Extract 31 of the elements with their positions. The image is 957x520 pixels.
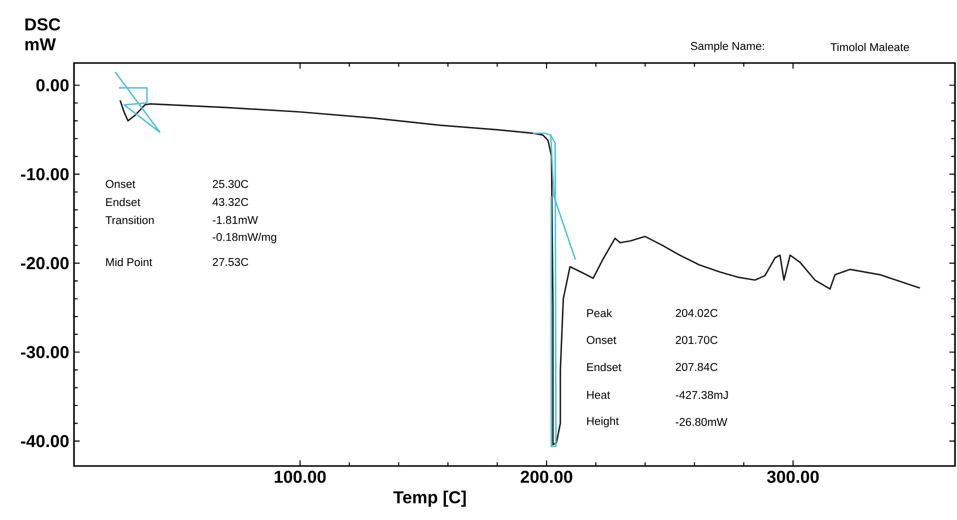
text: Sample Name: — [690, 42, 764, 52]
y-axis-title: DSC mW — [25, 18, 60, 50]
annotation: -427.38mJ — [676, 391, 728, 399]
annotation: -26.80mW — [676, 418, 728, 426]
x-tick-label: 200.00 — [520, 470, 572, 483]
annotation: Heat — [587, 391, 610, 399]
annotation: 25.30C — [212, 180, 248, 188]
y-tick-label: 0.00 — [36, 79, 69, 92]
annotation: Onset — [586, 336, 616, 344]
y-tick-label: -40.00 — [21, 434, 69, 448]
annotation: 43.32C — [212, 198, 248, 206]
annotation: -1.81mW — [212, 216, 258, 224]
annotation: Endset — [106, 198, 140, 206]
x-tick-label: 100.00 — [274, 470, 326, 483]
y-tick-label: -30.00 — [21, 346, 69, 358]
x-axis-title: Temp [C] — [393, 490, 466, 507]
annotation: Transition — [106, 216, 154, 224]
annotation: Mid Point — [106, 258, 152, 266]
annotation: Peak — [587, 308, 612, 318]
annotation: 27.53C — [212, 258, 248, 266]
x-tick-label: 300.00 — [767, 470, 819, 483]
text: Timolol Maleate — [830, 42, 910, 52]
annotation: 204.02C — [676, 309, 718, 317]
annotation: 201.70C — [676, 336, 718, 344]
y-tick-label: -20.00 — [21, 257, 69, 270]
y-tick-label: -10.00 — [21, 168, 69, 180]
annotation: -0.18mW/mg — [212, 232, 276, 244]
annotation: Onset — [106, 180, 136, 188]
annotation: Endset — [587, 362, 622, 372]
annotation: 207.84C — [676, 363, 718, 371]
annotation: Height — [587, 416, 619, 428]
